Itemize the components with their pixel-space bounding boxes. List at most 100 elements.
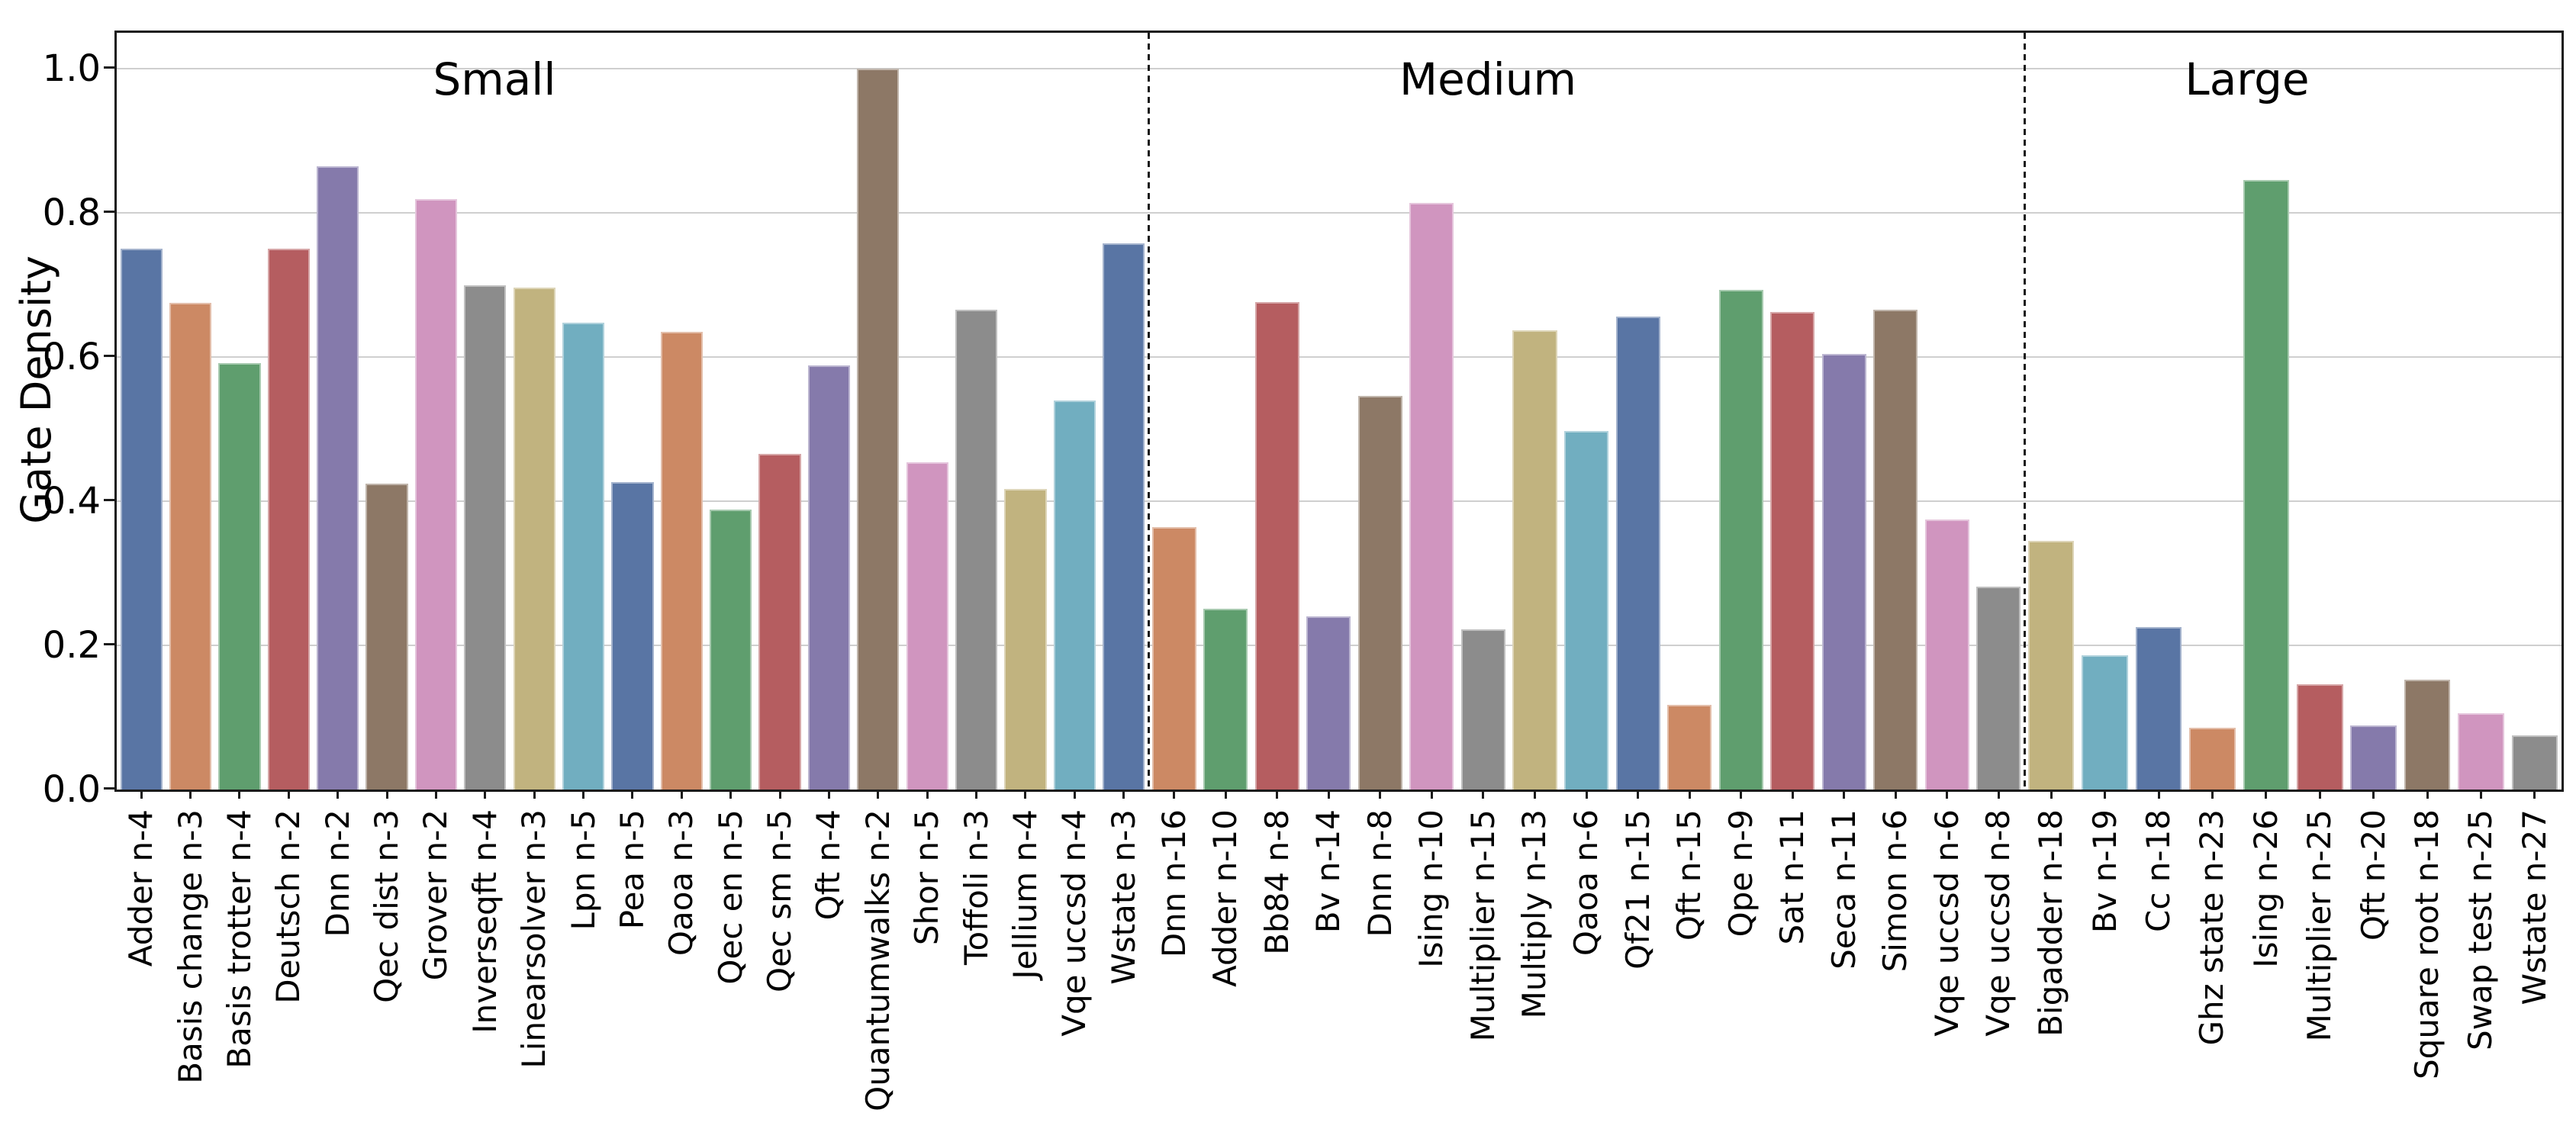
bar xyxy=(1718,290,1763,790)
x-tick-label: Dnn n-16 xyxy=(1154,809,1193,958)
x-axis-tick-mark xyxy=(385,790,388,799)
bar xyxy=(710,510,752,790)
x-tick-label: Deutsch n-2 xyxy=(269,809,308,1004)
x-axis-tick-mark xyxy=(1327,790,1330,799)
bar xyxy=(1821,354,1866,790)
bar-slot: Grover n-2 xyxy=(411,33,460,980)
x-tick-label: Basis trotter n-4 xyxy=(220,809,258,1069)
x-tick-label: Vqe uccsd n-4 xyxy=(1055,809,1093,1037)
x-axis-tick-mark xyxy=(2104,790,2107,799)
x-axis-tick-mark xyxy=(1024,790,1027,799)
bar-slot: Quantumwalks n-2 xyxy=(854,33,903,1111)
bar-slot: Lpn n-5 xyxy=(559,33,607,931)
x-axis-tick-mark xyxy=(2533,790,2536,799)
x-tick-label: Ghz state n-23 xyxy=(2193,809,2231,1046)
x-tick-label: Vqe uccsd n-8 xyxy=(1979,809,2017,1037)
bar-slot: Multiplier n-15 xyxy=(1457,33,1509,1041)
x-axis-tick-mark xyxy=(1482,790,1485,799)
bar xyxy=(2135,627,2182,790)
bar-slot: Dnn n-16 xyxy=(1148,33,1200,957)
bar-slot: Qec sm n-5 xyxy=(755,33,804,992)
x-tick-label: Grover n-2 xyxy=(417,809,455,981)
bar xyxy=(857,69,900,790)
panel-title-medium: Medium xyxy=(1399,53,1576,105)
x-tick-label: Qpe n-9 xyxy=(1721,809,1760,938)
bar-slot: Qft n-4 xyxy=(804,33,853,920)
y-axis-tick-label: 0.8 xyxy=(42,191,101,234)
x-axis-tick-mark xyxy=(2211,790,2214,799)
bar xyxy=(2082,655,2128,790)
x-tick-label: Shor n-5 xyxy=(908,809,946,946)
bar-slot: Vqe uccsd n-6 xyxy=(1921,33,1973,1037)
x-tick-label: Qaoa n-6 xyxy=(1567,809,1605,957)
bar-slot: Pea n-5 xyxy=(608,33,657,929)
bar-slot: Qf21 n-15 xyxy=(1612,33,1664,970)
x-axis-tick-mark xyxy=(827,790,830,799)
gridline xyxy=(117,68,2562,69)
bar xyxy=(267,249,310,790)
bar-slot: Ghz state n-23 xyxy=(2185,33,2239,1046)
x-axis-tick-mark xyxy=(2372,790,2375,799)
x-axis-tick-mark xyxy=(2050,790,2053,799)
bar xyxy=(955,309,998,790)
x-tick-label: Sat n-11 xyxy=(1773,809,1811,945)
x-tick-label: Linearsolver n-3 xyxy=(515,809,553,1069)
x-tick-label: Cc n-18 xyxy=(2140,809,2178,932)
x-axis-tick-mark xyxy=(1173,790,1176,799)
x-tick-label: Dnn n-2 xyxy=(318,809,356,938)
bar xyxy=(1460,629,1505,790)
x-axis-tick-mark xyxy=(1894,790,1897,799)
bar xyxy=(513,288,555,790)
bar-slot: Shor n-5 xyxy=(903,33,952,945)
x-tick-label: Adder n-4 xyxy=(122,809,160,967)
bar xyxy=(1409,202,1454,790)
bar-slot: Square root n-18 xyxy=(2401,33,2454,1079)
x-axis-tick-mark xyxy=(1740,790,1743,799)
bar-slot: Inverseqft n-4 xyxy=(461,33,510,1034)
bar xyxy=(906,462,948,790)
x-tick-label: Square root n-18 xyxy=(2408,809,2446,1079)
x-axis-tick-mark xyxy=(2479,790,2482,799)
bar xyxy=(414,199,458,790)
bar xyxy=(758,453,801,790)
bar xyxy=(1151,527,1196,790)
x-tick-label: Qaoa n-3 xyxy=(662,809,700,957)
y-axis-tick-mark xyxy=(104,355,114,357)
bar-slot: Wstate n-3 xyxy=(1100,33,1148,985)
bar xyxy=(365,484,408,790)
y-axis-tick-label: 0.0 xyxy=(42,768,101,811)
bar-slot: Qaoa n-3 xyxy=(657,33,706,956)
x-tick-label: Bv n-19 xyxy=(2085,809,2124,934)
bar-slot: Ising n-10 xyxy=(1406,33,1458,968)
x-tick-label: Dnn n-8 xyxy=(1360,809,1399,938)
y-axis-tick-mark xyxy=(104,66,114,69)
bar-slot: Bb84 n-8 xyxy=(1251,33,1303,955)
x-axis-tick-mark xyxy=(1946,790,1949,799)
y-axis-tick-mark xyxy=(104,787,114,790)
x-tick-label: Wstate n-27 xyxy=(2515,809,2553,1005)
bar xyxy=(1103,243,1145,790)
y-axis-tick-mark xyxy=(104,643,114,645)
x-axis-tick-mark xyxy=(533,790,536,799)
x-axis-tick-mark xyxy=(975,790,978,799)
x-tick-label: Quantumwalks n-2 xyxy=(858,809,897,1111)
x-axis-tick-mark xyxy=(1585,790,1588,799)
x-axis-tick-mark xyxy=(729,790,733,799)
x-axis-tick-mark xyxy=(1791,790,1794,799)
x-axis-tick-mark xyxy=(189,790,192,799)
bar-slot: Qft n-20 xyxy=(2346,33,2400,941)
bar-slot: Cc n-18 xyxy=(2132,33,2185,932)
x-tick-label: Multiplier n-15 xyxy=(1463,809,1502,1042)
x-axis-tick-mark xyxy=(778,790,781,799)
bar-slot: Vqe uccsd n-4 xyxy=(1050,33,1099,1037)
x-tick-label: Qec sm n-5 xyxy=(761,809,799,992)
bar xyxy=(2458,712,2504,790)
x-axis-tick-mark xyxy=(1997,790,2000,799)
x-axis-tick-mark xyxy=(1688,790,1691,799)
bar xyxy=(2027,540,2075,790)
x-axis-tick-mark xyxy=(287,790,290,799)
x-tick-label: Qec en n-5 xyxy=(711,809,749,985)
x-tick-label: Inverseqft n-4 xyxy=(465,809,504,1034)
y-axis: 0.0 0.2 0.4 0.6 0.8 1.0 xyxy=(0,31,101,811)
